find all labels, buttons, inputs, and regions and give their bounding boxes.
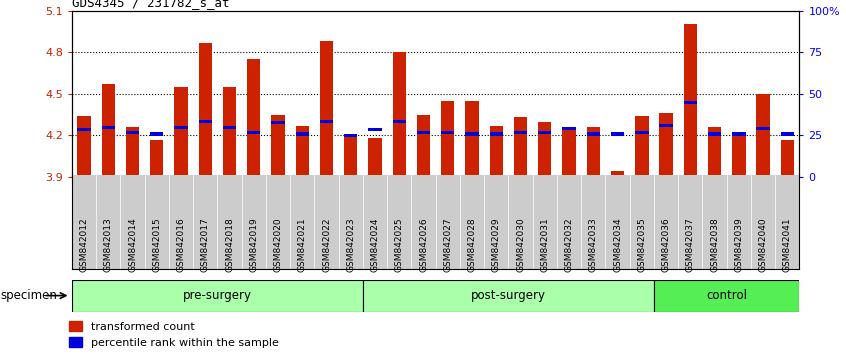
Bar bbox=[441, 131, 454, 134]
Bar bbox=[393, 52, 406, 177]
Bar bbox=[272, 115, 285, 177]
Bar bbox=[417, 131, 431, 134]
Text: post-surgery: post-surgery bbox=[471, 289, 546, 302]
Bar bbox=[586, 127, 600, 177]
Bar bbox=[102, 84, 115, 177]
Bar bbox=[344, 134, 358, 177]
Bar bbox=[563, 127, 576, 177]
Bar bbox=[417, 115, 431, 177]
Bar bbox=[635, 131, 649, 134]
Bar bbox=[174, 87, 188, 177]
Bar bbox=[635, 116, 649, 177]
Bar bbox=[538, 121, 552, 177]
Bar bbox=[781, 132, 794, 136]
Bar bbox=[174, 126, 188, 129]
Bar bbox=[732, 132, 745, 136]
Bar bbox=[222, 87, 236, 177]
Bar bbox=[150, 132, 163, 136]
Legend: transformed count, percentile rank within the sample: transformed count, percentile rank withi… bbox=[69, 321, 279, 348]
Bar bbox=[465, 132, 479, 136]
Bar bbox=[102, 126, 115, 129]
Text: pre-surgery: pre-surgery bbox=[183, 289, 252, 302]
Bar bbox=[272, 121, 285, 125]
Bar bbox=[465, 101, 479, 177]
Bar bbox=[77, 129, 91, 131]
Bar bbox=[222, 126, 236, 129]
Bar bbox=[514, 118, 527, 177]
Bar bbox=[732, 135, 745, 177]
Bar bbox=[77, 116, 91, 177]
Bar bbox=[611, 132, 624, 136]
Bar bbox=[199, 120, 212, 123]
Bar bbox=[756, 94, 770, 177]
Bar bbox=[684, 101, 697, 104]
Bar bbox=[126, 127, 140, 177]
Text: GDS4345 / 231782_s_at: GDS4345 / 231782_s_at bbox=[72, 0, 229, 10]
Bar bbox=[563, 127, 576, 130]
Bar bbox=[441, 101, 454, 177]
Bar bbox=[72, 280, 363, 312]
Bar bbox=[199, 42, 212, 177]
Bar bbox=[781, 139, 794, 177]
Bar bbox=[490, 132, 503, 136]
Bar bbox=[659, 124, 673, 127]
Bar bbox=[708, 127, 722, 177]
Bar bbox=[611, 171, 624, 177]
Bar bbox=[756, 127, 770, 130]
Bar bbox=[320, 41, 333, 177]
Bar bbox=[247, 131, 261, 134]
Bar bbox=[150, 139, 163, 177]
Bar bbox=[368, 129, 382, 131]
Bar bbox=[368, 138, 382, 177]
Bar bbox=[538, 131, 552, 134]
Bar bbox=[295, 126, 309, 177]
Bar bbox=[654, 280, 799, 312]
Bar bbox=[514, 131, 527, 134]
Bar bbox=[684, 24, 697, 177]
Bar bbox=[363, 280, 654, 312]
Bar bbox=[320, 120, 333, 123]
Bar bbox=[295, 132, 309, 136]
Bar bbox=[126, 131, 140, 134]
Bar bbox=[247, 59, 261, 177]
Bar bbox=[708, 132, 722, 136]
Text: specimen: specimen bbox=[0, 289, 57, 302]
Bar bbox=[586, 132, 600, 136]
Bar bbox=[393, 120, 406, 123]
Bar bbox=[344, 134, 358, 137]
Bar bbox=[659, 113, 673, 177]
Bar bbox=[490, 126, 503, 177]
Text: control: control bbox=[706, 289, 747, 302]
